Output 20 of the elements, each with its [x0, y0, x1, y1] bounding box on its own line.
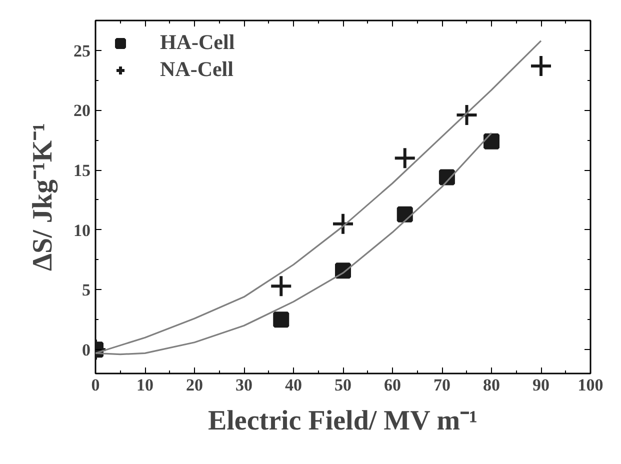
- x-tick-label: 60: [384, 376, 401, 394]
- y-tick-label: 0: [82, 340, 90, 360]
- x-tick-label: 90: [532, 376, 550, 394]
- x-tick-label: 70: [434, 376, 450, 394]
- x-axis-title: Electric Field/ MV m⁻¹: [208, 406, 478, 436]
- y-axis-title: ΔS/ Jkg⁻¹K⁻¹: [28, 122, 58, 272]
- legend-label: HA-Cell: [160, 30, 235, 55]
- x-tick-label: 10: [136, 376, 154, 394]
- y-tick-label: 15: [74, 161, 90, 180]
- x-tick-label: 100: [578, 376, 604, 394]
- y-tick-label: 5: [82, 280, 90, 300]
- x-tick-label: 20: [186, 376, 203, 394]
- y-tick-label: 20: [74, 101, 90, 120]
- y-tick-label: 25: [74, 41, 90, 60]
- legend-label: NA-Cell: [160, 57, 234, 82]
- x-tick-label: 80: [483, 376, 500, 394]
- x-tick-label: 50: [334, 376, 352, 394]
- x-tick-label: 40: [285, 376, 302, 394]
- y-tick-label: 10: [74, 220, 90, 240]
- x-tick-label: 30: [236, 376, 252, 394]
